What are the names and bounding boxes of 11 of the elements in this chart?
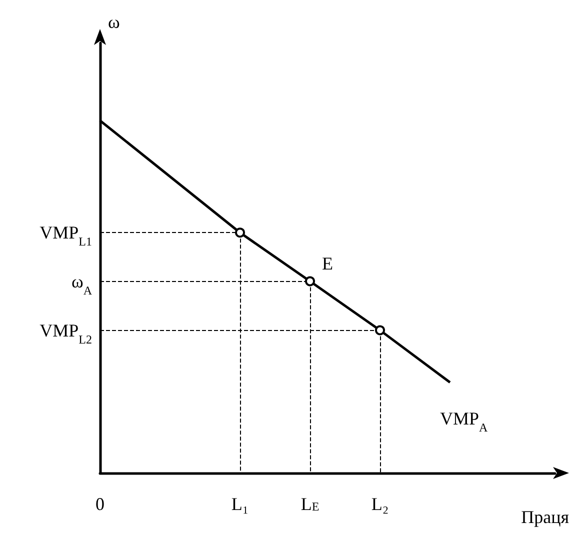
x-tick-label: LE: [300, 494, 320, 514]
x-tick-label: L₁: [231, 494, 249, 514]
y-axis-title: ω: [108, 12, 120, 32]
x-tick-label: L₂: [371, 494, 389, 514]
ref-line-label: VMP$_{L2}$: [40, 320, 92, 346]
x-tick-label: 0: [96, 494, 104, 514]
series-label: VMP$_{A}$: [440, 408, 488, 434]
annotation: E: [322, 253, 333, 274]
x-axis-title: Праця: [521, 507, 569, 527]
ref-line-label: ω$_{A}$: [71, 271, 92, 298]
ref-line-label: VMP$_{L1}$: [40, 222, 92, 249]
